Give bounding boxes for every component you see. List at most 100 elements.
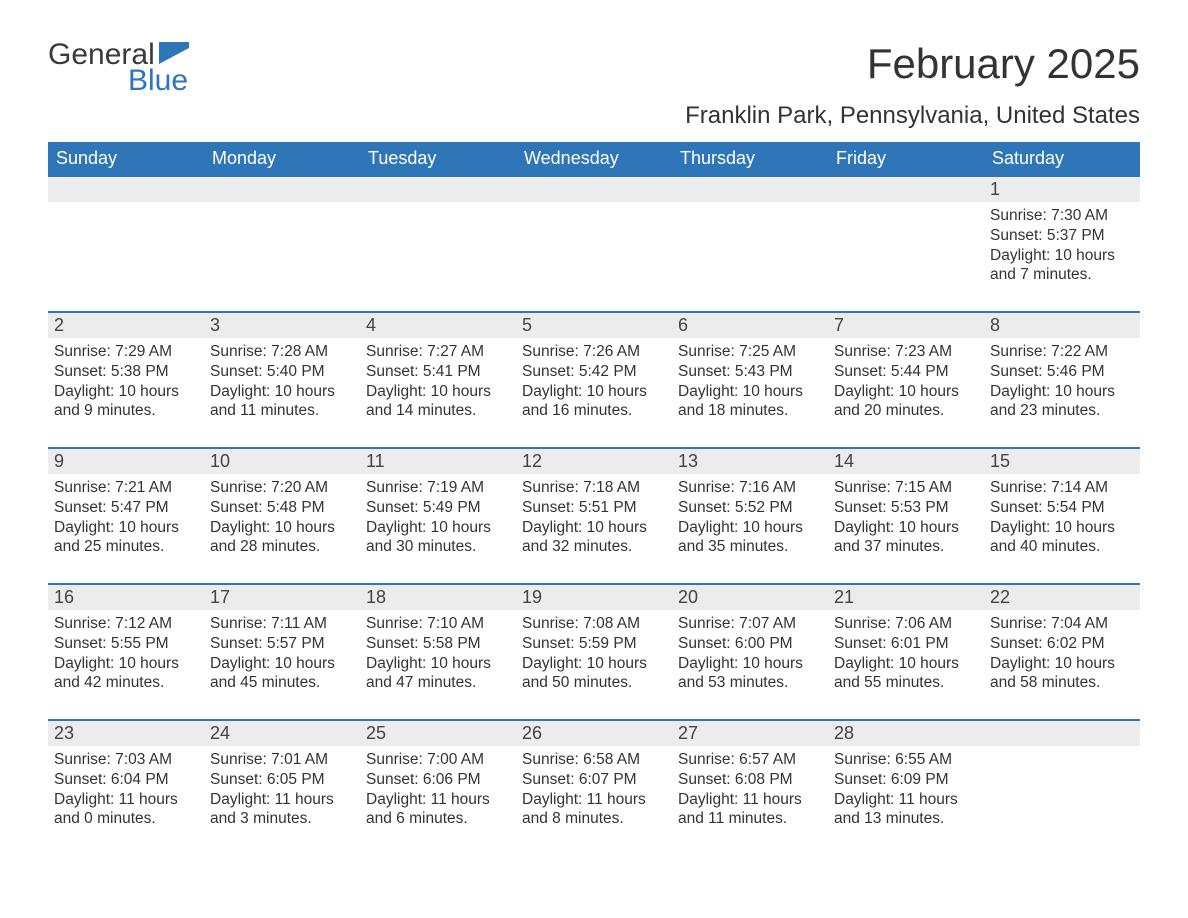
logo: General Blue xyxy=(48,40,189,96)
day-content-cell xyxy=(360,202,516,312)
page-title: February 2025 xyxy=(867,40,1140,88)
day-day2: and 7 minutes. xyxy=(990,265,1134,285)
day-sunset: Sunset: 6:06 PM xyxy=(366,770,510,790)
day-day1: Daylight: 10 hours xyxy=(990,518,1134,538)
day-sunrise: Sunrise: 7:00 AM xyxy=(366,750,510,770)
day-day2: and 23 minutes. xyxy=(990,401,1134,421)
day-day2: and 18 minutes. xyxy=(678,401,822,421)
day-day2: and 28 minutes. xyxy=(210,537,354,557)
day-number-cell: 27 xyxy=(672,720,828,746)
day-day1: Daylight: 10 hours xyxy=(834,518,978,538)
day-content-cell: Sunrise: 7:16 AMSunset: 5:52 PMDaylight:… xyxy=(672,474,828,584)
day-number-cell: 9 xyxy=(48,448,204,474)
day-day1: Daylight: 10 hours xyxy=(210,382,354,402)
day-content-cell: Sunrise: 7:18 AMSunset: 5:51 PMDaylight:… xyxy=(516,474,672,584)
day-number-row: 9101112131415 xyxy=(48,448,1140,474)
day-sunrise: Sunrise: 7:26 AM xyxy=(522,342,666,362)
day-day1: Daylight: 10 hours xyxy=(678,654,822,674)
day-content-row: Sunrise: 7:29 AMSunset: 5:38 PMDaylight:… xyxy=(48,338,1140,448)
day-content-cell xyxy=(204,202,360,312)
day-sunset: Sunset: 6:07 PM xyxy=(522,770,666,790)
day-content-row: Sunrise: 7:30 AMSunset: 5:37 PMDaylight:… xyxy=(48,202,1140,312)
day-sunrise: Sunrise: 7:03 AM xyxy=(54,750,198,770)
day-day2: and 30 minutes. xyxy=(366,537,510,557)
day-content-cell: Sunrise: 7:10 AMSunset: 5:58 PMDaylight:… xyxy=(360,610,516,720)
day-number-cell: 25 xyxy=(360,720,516,746)
day-sunset: Sunset: 5:42 PM xyxy=(522,362,666,382)
day-content-cell: Sunrise: 7:27 AMSunset: 5:41 PMDaylight:… xyxy=(360,338,516,448)
day-content-cell: Sunrise: 7:15 AMSunset: 5:53 PMDaylight:… xyxy=(828,474,984,584)
day-content-cell xyxy=(984,746,1140,856)
logo-word2: Blue xyxy=(128,66,189,96)
day-sunset: Sunset: 5:43 PM xyxy=(678,362,822,382)
day-day2: and 11 minutes. xyxy=(210,401,354,421)
day-sunrise: Sunrise: 7:08 AM xyxy=(522,614,666,634)
day-content-cell: Sunrise: 7:30 AMSunset: 5:37 PMDaylight:… xyxy=(984,202,1140,312)
day-sunrise: Sunrise: 6:57 AM xyxy=(678,750,822,770)
day-day1: Daylight: 10 hours xyxy=(366,518,510,538)
day-sunrise: Sunrise: 7:16 AM xyxy=(678,478,822,498)
day-sunrise: Sunrise: 7:28 AM xyxy=(210,342,354,362)
day-content-cell: Sunrise: 7:23 AMSunset: 5:44 PMDaylight:… xyxy=(828,338,984,448)
day-number-cell: 11 xyxy=(360,448,516,474)
day-sunrise: Sunrise: 7:07 AM xyxy=(678,614,822,634)
day-number-cell: 24 xyxy=(204,720,360,746)
day-day1: Daylight: 10 hours xyxy=(54,382,198,402)
day-content-cell: Sunrise: 7:06 AMSunset: 6:01 PMDaylight:… xyxy=(828,610,984,720)
day-number-cell: 2 xyxy=(48,312,204,338)
day-sunrise: Sunrise: 7:19 AM xyxy=(366,478,510,498)
day-day2: and 37 minutes. xyxy=(834,537,978,557)
day-content-cell: Sunrise: 7:08 AMSunset: 5:59 PMDaylight:… xyxy=(516,610,672,720)
day-sunset: Sunset: 5:53 PM xyxy=(834,498,978,518)
day-number-cell xyxy=(516,176,672,202)
weekday-header: Sunday xyxy=(48,142,204,176)
day-sunrise: Sunrise: 7:11 AM xyxy=(210,614,354,634)
day-sunset: Sunset: 5:58 PM xyxy=(366,634,510,654)
weekday-header: Tuesday xyxy=(360,142,516,176)
day-day2: and 0 minutes. xyxy=(54,809,198,829)
day-sunset: Sunset: 6:02 PM xyxy=(990,634,1134,654)
day-sunrise: Sunrise: 7:12 AM xyxy=(54,614,198,634)
day-number-row: 1 xyxy=(48,176,1140,202)
day-sunset: Sunset: 5:54 PM xyxy=(990,498,1134,518)
calendar-table: SundayMondayTuesdayWednesdayThursdayFrid… xyxy=(48,142,1140,856)
day-day1: Daylight: 11 hours xyxy=(366,790,510,810)
day-day1: Daylight: 10 hours xyxy=(990,654,1134,674)
day-sunset: Sunset: 6:01 PM xyxy=(834,634,978,654)
day-content-cell: Sunrise: 7:29 AMSunset: 5:38 PMDaylight:… xyxy=(48,338,204,448)
day-content-cell xyxy=(672,202,828,312)
day-content-cell: Sunrise: 7:07 AMSunset: 6:00 PMDaylight:… xyxy=(672,610,828,720)
day-number-cell: 13 xyxy=(672,448,828,474)
day-sunset: Sunset: 5:48 PM xyxy=(210,498,354,518)
day-content-cell: Sunrise: 7:11 AMSunset: 5:57 PMDaylight:… xyxy=(204,610,360,720)
day-day1: Daylight: 11 hours xyxy=(678,790,822,810)
day-number-cell: 20 xyxy=(672,584,828,610)
day-day2: and 42 minutes. xyxy=(54,673,198,693)
day-number-cell xyxy=(360,176,516,202)
day-content-cell: Sunrise: 6:55 AMSunset: 6:09 PMDaylight:… xyxy=(828,746,984,856)
day-day2: and 45 minutes. xyxy=(210,673,354,693)
weekday-header: Wednesday xyxy=(516,142,672,176)
day-day1: Daylight: 10 hours xyxy=(522,654,666,674)
day-content-cell: Sunrise: 7:21 AMSunset: 5:47 PMDaylight:… xyxy=(48,474,204,584)
page-subtitle: Franklin Park, Pennsylvania, United Stat… xyxy=(48,102,1140,130)
day-content-row: Sunrise: 7:21 AMSunset: 5:47 PMDaylight:… xyxy=(48,474,1140,584)
day-day1: Daylight: 10 hours xyxy=(210,518,354,538)
day-day1: Daylight: 10 hours xyxy=(678,518,822,538)
day-content-cell: Sunrise: 7:12 AMSunset: 5:55 PMDaylight:… xyxy=(48,610,204,720)
day-day2: and 55 minutes. xyxy=(834,673,978,693)
day-content-cell xyxy=(48,202,204,312)
day-day2: and 16 minutes. xyxy=(522,401,666,421)
day-number-cell: 3 xyxy=(204,312,360,338)
day-day1: Daylight: 10 hours xyxy=(366,382,510,402)
day-sunset: Sunset: 6:05 PM xyxy=(210,770,354,790)
day-number-cell: 8 xyxy=(984,312,1140,338)
day-content-row: Sunrise: 7:12 AMSunset: 5:55 PMDaylight:… xyxy=(48,610,1140,720)
day-sunrise: Sunrise: 7:30 AM xyxy=(990,206,1134,226)
day-content-cell: Sunrise: 7:26 AMSunset: 5:42 PMDaylight:… xyxy=(516,338,672,448)
day-day2: and 50 minutes. xyxy=(522,673,666,693)
day-day1: Daylight: 10 hours xyxy=(990,382,1134,402)
day-day2: and 14 minutes. xyxy=(366,401,510,421)
day-day1: Daylight: 10 hours xyxy=(834,382,978,402)
day-day2: and 11 minutes. xyxy=(678,809,822,829)
